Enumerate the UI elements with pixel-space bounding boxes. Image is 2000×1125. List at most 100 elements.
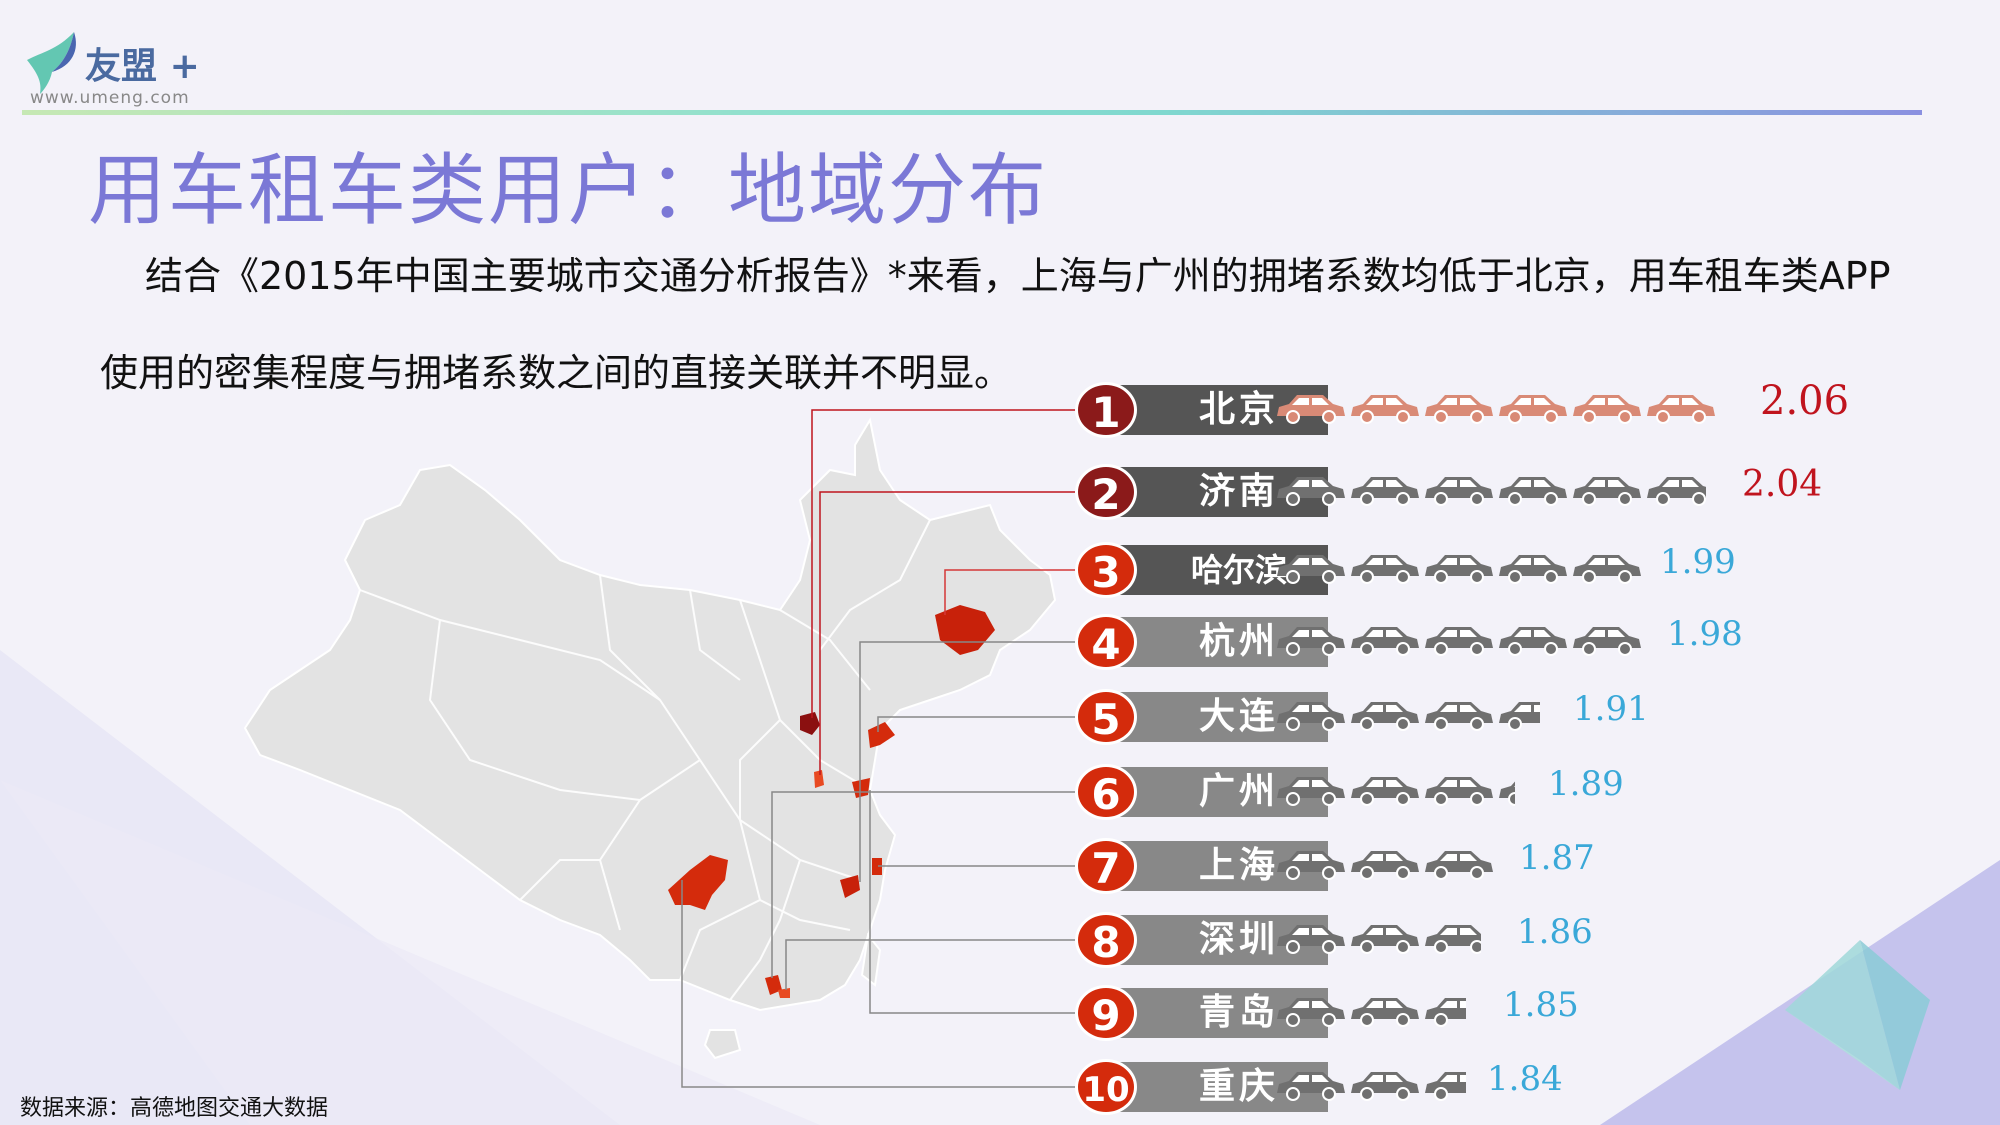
rank-badge: 5 [1075, 689, 1137, 745]
car-icon [1349, 920, 1421, 960]
header-divider [22, 110, 1922, 115]
car-icon [1497, 697, 1540, 737]
car-icon [1349, 697, 1421, 737]
rank-row: 深圳 8 1.86 [1075, 912, 1975, 968]
car-icon [1275, 1067, 1347, 1107]
car-icon [1349, 772, 1421, 812]
china-outline [243, 417, 1057, 1012]
rank-badge: 7 [1075, 838, 1137, 894]
city-guangzhou-shape [765, 975, 782, 995]
rank-row: 青岛 9 1.85 [1075, 985, 1975, 1041]
umeng-logo: 友盟 + www.umeng.com [22, 22, 222, 112]
rank-badge: 6 [1075, 764, 1137, 820]
city-jinan-shape [814, 770, 824, 788]
rank-row: 杭州 4 1.98 [1075, 614, 1975, 670]
car-bar [1275, 622, 1645, 662]
car-icon [1349, 390, 1421, 430]
congestion-value: 1.87 [1519, 838, 1595, 878]
car-bar [1275, 697, 1542, 737]
logo-brand: 友盟 [85, 46, 158, 87]
car-icon [1497, 772, 1515, 812]
car-icon [1349, 472, 1421, 512]
car-icon [1497, 550, 1569, 590]
rank-badge: 3 [1075, 542, 1137, 598]
bird-logo-icon [27, 32, 76, 94]
city-chongqing-shape [668, 855, 728, 910]
car-icon [1349, 550, 1421, 590]
city-name: 杭州 [1198, 621, 1279, 662]
car-icon [1423, 1067, 1466, 1107]
car-icon [1423, 550, 1495, 590]
congestion-value: 1.89 [1548, 764, 1624, 804]
car-bar [1275, 1067, 1468, 1107]
city-dalian-shape [868, 722, 895, 748]
congestion-value: 2.06 [1760, 378, 1850, 424]
congestion-value: 2.04 [1742, 464, 1823, 505]
city-name: 深圳 [1198, 919, 1279, 960]
car-icon [1423, 846, 1495, 886]
paragraph-line-1: 结合《2015年中国主要城市交通分析报告》*来看，上海与广州的拥堵系数均低于北京… [145, 254, 1891, 298]
city-name: 北京 [1198, 389, 1279, 430]
car-icon [1349, 1067, 1421, 1107]
city-beijing-shape [800, 712, 820, 735]
car-icon [1275, 697, 1347, 737]
logo-url: www.umeng.com [30, 88, 190, 108]
car-icon [1275, 920, 1347, 960]
congestion-value: 1.84 [1487, 1059, 1563, 1099]
car-icon [1423, 622, 1495, 662]
car-bar [1275, 846, 1497, 886]
city-label: 北京 [1120, 385, 1328, 435]
car-icon [1275, 390, 1347, 430]
congestion-value: 1.98 [1667, 614, 1743, 654]
rank-row: 大连 5 1.91 [1075, 689, 1975, 745]
car-icon [1275, 472, 1347, 512]
rank-badge: 2 [1075, 464, 1137, 520]
logo-plus: + [169, 46, 200, 87]
car-icon [1423, 697, 1495, 737]
city-name: 济南 [1198, 471, 1279, 512]
rank-row: 济南 2 2.04 [1075, 464, 1975, 520]
car-bar [1275, 920, 1483, 960]
rank-badge: 4 [1075, 614, 1137, 670]
car-icon [1497, 472, 1569, 512]
rank-row: 哈尔滨 3 1.99 [1075, 542, 1975, 598]
car-icon [1571, 622, 1643, 662]
car-icon [1275, 622, 1347, 662]
car-icon [1275, 993, 1347, 1033]
car-icon [1423, 772, 1495, 812]
city-shanghai-shape [872, 858, 882, 875]
car-icon [1571, 550, 1643, 590]
city-qingdao-shape [852, 778, 870, 798]
city-name: 重庆 [1198, 1066, 1279, 1107]
city-hangzhou-shape [840, 875, 860, 898]
car-bar [1275, 550, 1645, 590]
car-icon [1645, 390, 1717, 430]
city-name: 上海 [1198, 845, 1279, 886]
city-label: 杭州 [1120, 617, 1328, 667]
car-bar [1275, 993, 1468, 1033]
car-icon [1571, 472, 1643, 512]
data-source: 数据来源：高德地图交通大数据 [20, 1096, 329, 1121]
car-icon [1497, 390, 1569, 430]
car-icon [1275, 550, 1347, 590]
car-bar [1275, 390, 1719, 430]
congestion-value: 1.85 [1503, 985, 1579, 1025]
congestion-value: 1.91 [1573, 689, 1649, 729]
rank-row: 上海 7 1.87 [1075, 838, 1975, 894]
car-icon [1423, 472, 1495, 512]
city-label: 哈尔滨 [1120, 545, 1328, 595]
rank-badge: 8 [1075, 912, 1137, 968]
city-name: 大连 [1198, 696, 1279, 737]
city-name: 哈尔滨 [1190, 551, 1287, 589]
rank-row: 广州 6 1.89 [1075, 764, 1975, 820]
city-label: 深圳 [1120, 915, 1328, 965]
rank-row: 重庆 10 1.84 [1075, 1059, 1975, 1115]
rank-badge: 9 [1075, 985, 1137, 1041]
car-icon [1423, 920, 1481, 960]
car-icon [1349, 846, 1421, 886]
paragraph-line-2: 使用的密集程度与拥堵系数之间的直接关联并不明显。 [100, 351, 1013, 395]
car-bar [1275, 772, 1517, 812]
rank-badge: 1 [1075, 382, 1137, 438]
